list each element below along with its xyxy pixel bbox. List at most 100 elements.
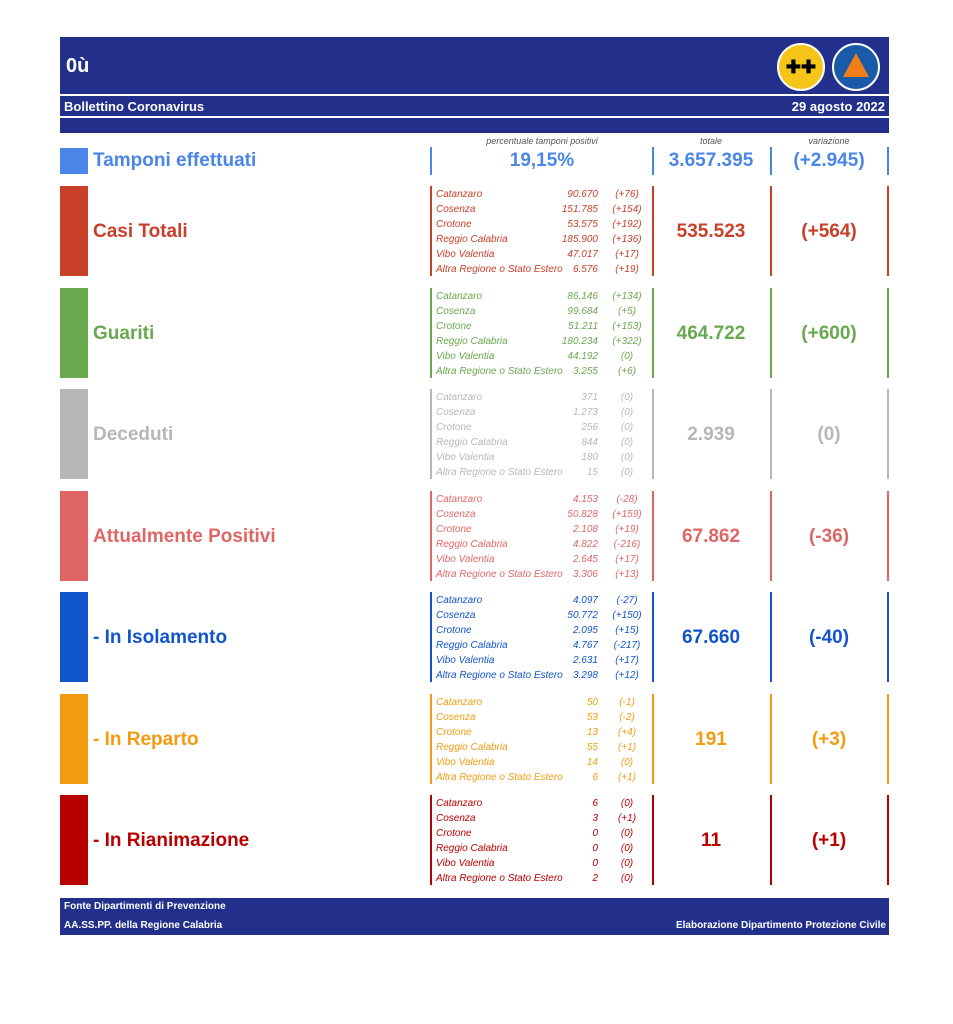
section-label: - In Rianimazione: [93, 830, 250, 851]
province-change: (0): [620, 437, 634, 448]
province-change: (0): [620, 350, 634, 362]
color-bar: [60, 592, 88, 682]
color-bar: [60, 693, 88, 784]
change: (+3): [811, 728, 847, 750]
province: Catanzaro: [436, 798, 483, 809]
province-value: 3: [592, 813, 598, 824]
province-change: (-28): [616, 493, 638, 505]
province-value: 6.576: [572, 264, 598, 275]
province-value: 53.575: [567, 219, 598, 230]
color-bar: [60, 490, 88, 581]
color-bar: [60, 795, 88, 885]
province: Cosenza: [436, 711, 476, 723]
province-value: 51.211: [568, 320, 598, 332]
province-value: 47.017: [567, 249, 598, 260]
total: 464.722: [676, 322, 746, 344]
province: Cosenza: [436, 305, 476, 317]
province: Crotone: [436, 219, 472, 230]
province-value: 2.108: [572, 523, 598, 535]
province-value: 50.772: [567, 610, 598, 621]
province-value: 0: [592, 843, 598, 854]
province: Altra Regione o Stato Estero: [436, 467, 563, 478]
logos: ✚✚: [777, 43, 880, 91]
separator: [770, 795, 772, 885]
separator: [770, 287, 772, 378]
change: (+2.945): [793, 150, 865, 171]
province: Vibo Valentia: [436, 655, 495, 666]
province-change: (+6): [617, 365, 637, 377]
separator: [652, 389, 654, 479]
svg-text:✚✚: ✚✚: [786, 57, 816, 77]
color-bar: [60, 389, 88, 479]
province: Crotone: [436, 726, 472, 738]
section-label: Guariti: [93, 322, 155, 344]
province-value: 2: [592, 873, 598, 884]
province-value: 3.298: [572, 670, 598, 681]
separator: [887, 693, 889, 784]
separator: [652, 186, 654, 276]
province-change: (0): [620, 798, 634, 809]
province-value: 2.095: [572, 625, 598, 636]
province-value: 4.767: [572, 640, 598, 651]
separator: [770, 186, 772, 276]
province-value: 371: [581, 392, 598, 403]
province-change: (+5): [617, 305, 637, 317]
province-value: 50: [586, 696, 598, 708]
province-value: 2.645: [572, 553, 598, 565]
subtitle: Bollettino Coronavirus: [64, 99, 205, 114]
separator: [430, 389, 432, 479]
separator: [770, 490, 772, 581]
total: 3.657.395: [668, 150, 754, 171]
separator: [887, 389, 889, 479]
province: Altra Regione o Stato Estero: [436, 873, 563, 884]
separator: [430, 693, 432, 784]
column-header: percentuale tamponi positivi: [486, 136, 598, 146]
separator: [652, 287, 654, 378]
separator: [430, 147, 432, 175]
color-box: [60, 148, 88, 174]
province-value: 2.631: [572, 655, 598, 666]
province-value: 0: [592, 858, 598, 869]
credit: Elaborazione Dipartimento Protezione Civ…: [675, 920, 886, 931]
province: Vibo Valentia: [436, 452, 495, 463]
province: Vibo Valentia: [436, 756, 495, 768]
color-bar: [60, 287, 88, 378]
province: Crotone: [436, 422, 472, 433]
source: Fonte Dipartimenti di Prevenzione: [64, 901, 226, 912]
province-change: (-216): [613, 538, 641, 550]
title: 0ù: [66, 55, 90, 77]
separator: [652, 592, 654, 682]
province-change: (+76): [615, 189, 639, 200]
province: Vibo Valentia: [436, 553, 495, 565]
province-change: (+1): [617, 741, 637, 753]
province: Cosenza: [436, 508, 476, 520]
province-value: 53: [586, 711, 598, 723]
province-change: (-2): [619, 711, 635, 723]
separator: [887, 795, 889, 885]
section-label: - In Isolamento: [93, 627, 228, 648]
province-value: 13: [586, 726, 598, 738]
separator: [652, 147, 654, 175]
province: Cosenza: [436, 610, 476, 621]
change: (+1): [811, 830, 847, 851]
change: (-40): [808, 627, 850, 648]
province-change: (+19): [615, 523, 639, 535]
province: Catanzaro: [436, 595, 483, 606]
province: Vibo Valentia: [436, 350, 495, 362]
section-label: Deceduti: [93, 424, 174, 445]
separator: [770, 693, 772, 784]
province: Vibo Valentia: [436, 249, 495, 260]
province-change: (0): [620, 828, 634, 839]
separator: [887, 490, 889, 581]
province-change: (+134): [612, 290, 642, 302]
change: (-36): [808, 525, 850, 547]
province-change: (+17): [615, 553, 639, 565]
province-change: (0): [620, 467, 634, 478]
date: 29 agosto 2022: [791, 99, 885, 114]
province: Crotone: [436, 828, 472, 839]
province-change: (+322): [612, 335, 642, 347]
province: Reggio Calabria: [436, 640, 508, 651]
province: Cosenza: [436, 407, 476, 418]
separator: [430, 490, 432, 581]
